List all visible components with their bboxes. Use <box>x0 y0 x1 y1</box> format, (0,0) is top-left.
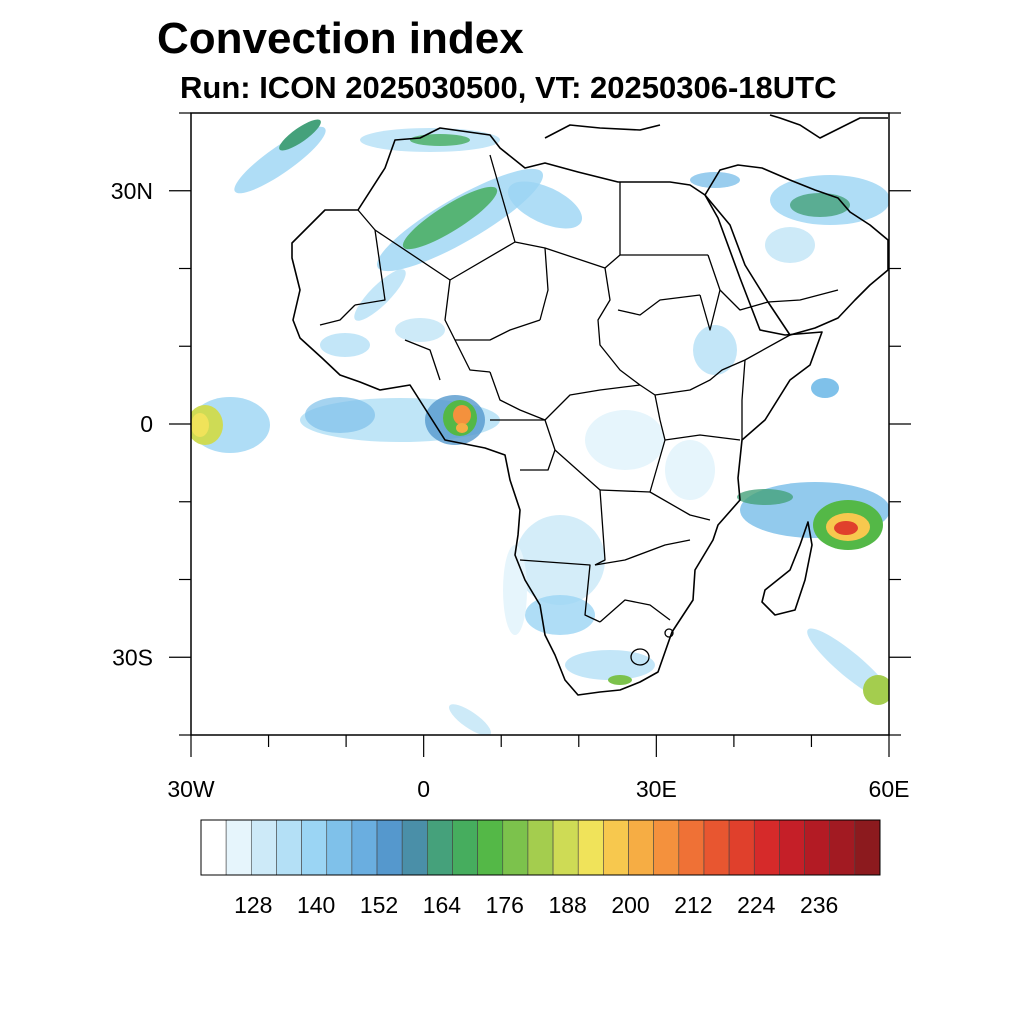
colorbar-tick-label: 176 <box>486 892 524 918</box>
lon-label: 30W <box>167 776 215 802</box>
lon-label: 0 <box>417 776 430 802</box>
colorbar-swatch <box>527 819 554 876</box>
colorbar-tick-label: 128 <box>234 892 272 918</box>
colorbar-tick-label: 212 <box>674 892 712 918</box>
colorbar-swatch <box>779 819 805 876</box>
colorbar-swatch <box>653 819 680 876</box>
lat-label: 30N <box>111 178 153 204</box>
colorbar-swatch <box>552 819 579 876</box>
colorbar-tick-label: 236 <box>800 892 838 918</box>
coastlines <box>291 114 889 696</box>
eswatini-border <box>664 628 674 638</box>
colorbar-swatch <box>225 819 252 876</box>
colorbar-swatch <box>854 819 881 876</box>
colorbar-swatch <box>276 819 302 876</box>
country-borders <box>319 154 839 623</box>
lesotho-border <box>630 648 650 666</box>
lat-label: 30S <box>112 644 153 670</box>
axis-ticks <box>169 112 911 757</box>
colorbar-tick-label: 188 <box>548 892 586 918</box>
colorbar-swatch <box>351 819 378 876</box>
colorbar-swatch <box>728 819 755 876</box>
colorbar-swatch <box>250 819 277 876</box>
colorbar-swatch <box>703 819 730 876</box>
axis-labels: 30W 0 30E 60E 30N 0 30S <box>111 178 910 802</box>
colorbar-swatch <box>577 819 604 876</box>
colorbar-frame <box>200 819 881 876</box>
colorbar-swatch <box>427 819 453 876</box>
colorbar-tick-label: 164 <box>423 892 462 918</box>
colorbar-tick-label: 140 <box>297 892 335 918</box>
colorbar-swatch <box>477 819 504 876</box>
colorbar: 128 140 152 164 176 188 200 212 224 236 <box>200 819 881 918</box>
colorbar-swatch <box>678 819 705 876</box>
colorbar-swatch <box>753 819 780 876</box>
lat-label: 0 <box>140 411 153 437</box>
chart-title: Convection index <box>157 14 524 63</box>
colorbar-swatch <box>804 819 831 876</box>
convection-field <box>191 119 889 735</box>
chart-subtitle: Run: ICON 2025030500, VT: 20250306-18UTC <box>180 70 837 105</box>
colorbar-swatch <box>326 819 353 876</box>
lon-label: 60E <box>869 776 910 802</box>
colorbar-swatch <box>376 819 403 876</box>
colorbar-swatch <box>452 819 478 876</box>
colorbar-tick-label: 224 <box>737 892 776 918</box>
colorbar-swatch <box>301 819 328 876</box>
colorbar-swatch <box>200 819 227 876</box>
colorbar-tick-label: 200 <box>611 892 649 918</box>
colorbar-tick-label: 152 <box>360 892 398 918</box>
colorbar-swatch <box>401 819 428 876</box>
colorbar-swatch <box>829 819 856 876</box>
colorbar-swatch <box>502 819 529 876</box>
colorbar-swatch <box>628 819 654 876</box>
lon-label: 30E <box>636 776 677 802</box>
colorbar-swatch <box>603 819 629 876</box>
